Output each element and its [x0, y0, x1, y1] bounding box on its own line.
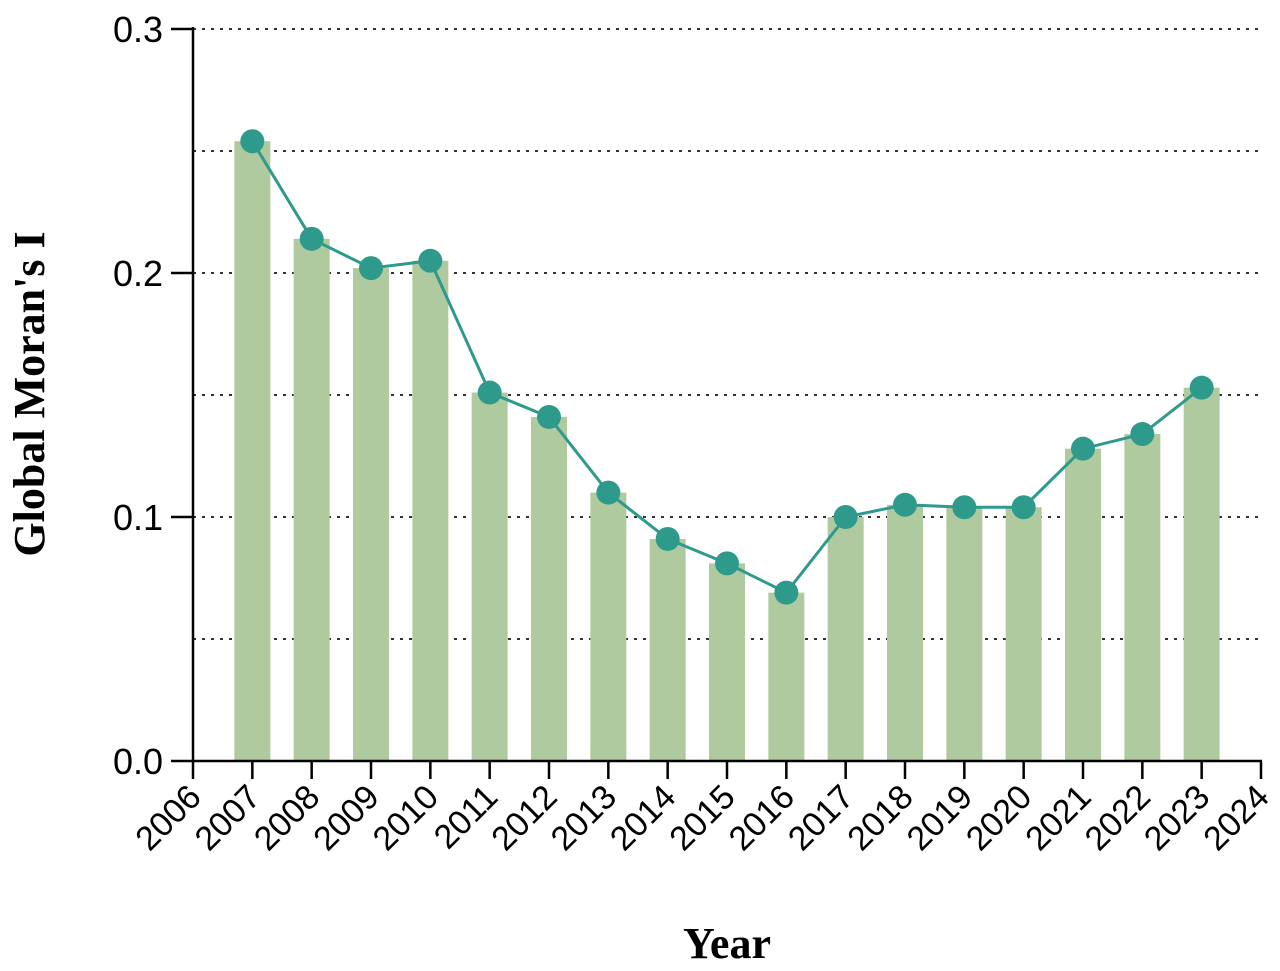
line-layer — [240, 129, 1214, 605]
point-2013 — [596, 480, 621, 505]
point-2019 — [952, 495, 977, 520]
point-2020 — [1011, 495, 1036, 520]
x-tick-label: 2010 — [366, 778, 446, 858]
point-2010 — [418, 248, 443, 273]
point-2022 — [1130, 422, 1155, 447]
bar-2020 — [1005, 507, 1042, 761]
point-2009 — [359, 256, 383, 281]
x-tick-label: 2008 — [247, 778, 327, 858]
y-tick-label: 0.3 — [113, 9, 163, 50]
bar-2008 — [293, 238, 330, 762]
x-tick-label: 2006 — [128, 778, 208, 858]
x-axis-title: Year — [683, 919, 771, 968]
bar-2016 — [768, 592, 805, 761]
bar-2010 — [412, 260, 449, 761]
axis-layer — [171, 27, 1263, 779]
point-2012 — [537, 404, 561, 429]
label-layer: 0.0 0.1 0.2 0.3 2006200720082009201020112012… — [113, 9, 1277, 858]
point-2015 — [715, 551, 739, 576]
x-tick-label: 2009 — [306, 778, 386, 858]
y-tick-label: 0.2 — [113, 253, 163, 294]
x-tick-label: 2018 — [840, 778, 920, 858]
bar-2021 — [1065, 448, 1101, 761]
x-tick-label: 2017 — [781, 778, 861, 858]
x-tick-label: 2023 — [1137, 778, 1217, 858]
bar-2011 — [471, 392, 508, 761]
bar-2012 — [531, 416, 567, 761]
point-2007 — [240, 129, 265, 154]
bar-2017 — [827, 517, 864, 761]
bar-2023 — [1183, 387, 1220, 761]
bar-2014 — [649, 538, 686, 761]
y-tick-label: 0.1 — [113, 497, 163, 538]
bar-2013 — [590, 492, 627, 761]
point-2014 — [655, 526, 680, 551]
x-tick-label: 2014 — [603, 778, 683, 858]
point-2008 — [299, 226, 324, 251]
point-2018 — [893, 492, 917, 517]
y-tick-label: 0.0 — [113, 741, 163, 782]
bar-2015 — [709, 563, 745, 761]
x-tick-label: 2012 — [484, 778, 564, 858]
x-tick-label: 2022 — [1078, 778, 1158, 858]
x-tick-label: 2019 — [900, 778, 980, 858]
point-2023 — [1189, 375, 1214, 400]
x-tick-label: 2016 — [722, 778, 802, 858]
x-tick-label: 2020 — [959, 778, 1039, 858]
x-tick-label: 2011 — [427, 778, 506, 857]
x-tick-label: 2024 — [1196, 778, 1276, 858]
x-tick-label: 2015 — [662, 778, 742, 858]
x-tick-label: 2007 — [188, 778, 268, 858]
x-tick-label: 2021 — [1018, 778, 1098, 858]
point-2017 — [833, 505, 858, 529]
bar-2009 — [353, 268, 389, 761]
y-axis-title: Global Moran's I — [5, 231, 54, 556]
bar-2019 — [946, 507, 983, 761]
bar-2022 — [1124, 434, 1161, 761]
x-tick-label: 2013 — [544, 778, 624, 858]
bar-2018 — [887, 504, 923, 761]
point-2011 — [477, 380, 502, 405]
point-2021 — [1071, 436, 1095, 461]
trend-line — [251, 140, 1203, 595]
bar-2007 — [234, 141, 271, 762]
point-2016 — [774, 580, 799, 605]
bar-layer — [234, 141, 1220, 762]
